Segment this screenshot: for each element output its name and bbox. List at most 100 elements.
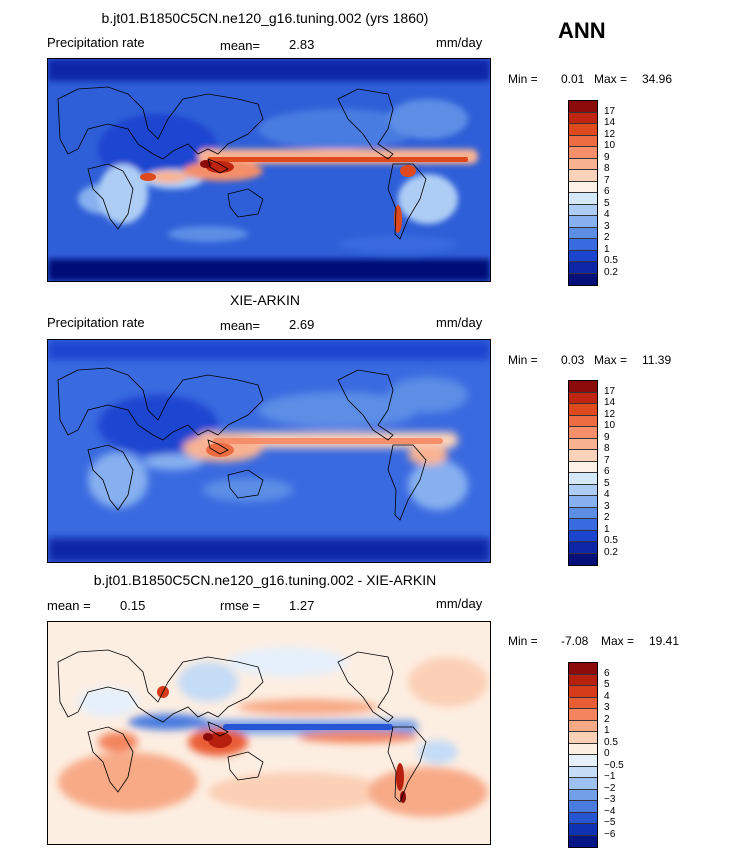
colorbar-level-label: 6 (604, 186, 610, 197)
colorbar-box (569, 262, 597, 274)
colorbar-box (569, 697, 597, 709)
colorbar-level-label: 3 (604, 702, 610, 713)
colorbar-box (569, 530, 597, 542)
colorbar-level-label: 14 (604, 117, 616, 128)
colorbar-box (569, 553, 597, 565)
colorbar-level-label: 2 (604, 713, 610, 725)
colorbar-level-label: −6 (604, 828, 616, 840)
panel-2-min-value: 0.03 (561, 353, 585, 367)
panel-3-mean-label: mean = (47, 598, 91, 613)
panel-2-map (47, 339, 491, 563)
colorbar-box (569, 778, 597, 790)
colorbar-level-label: 0.5 (604, 255, 618, 266)
colorbar-box (569, 686, 597, 698)
colorbar-box (569, 507, 597, 519)
colorbar-level-label: 7 (604, 174, 610, 186)
season-label: ANN (558, 18, 606, 43)
colorbar-box (569, 720, 597, 732)
panel-2-max-value: 11.39 (642, 353, 672, 367)
colorbar-level-label: 2 (604, 512, 610, 523)
colorbar-box (569, 766, 597, 778)
panel-2-units: mm/day (436, 315, 483, 330)
colorbar-box (569, 147, 597, 159)
colorbar-level-label: 12 (604, 128, 616, 140)
colorbar-level-label: 10 (604, 420, 616, 431)
colorbar-level-label: 7 (604, 454, 610, 466)
colorbar-box (569, 158, 597, 170)
colorbar-box (569, 415, 597, 427)
colorbar-box (569, 484, 597, 496)
panel-3-title: b.jt01.B1850C5CN.ne120_g16.tuning.002 - … (93, 572, 437, 588)
panel-1-max-value: 34.96 (642, 72, 673, 86)
colorbar-box (569, 250, 597, 262)
colorbar-level-label: 0.5 (604, 535, 618, 546)
colorbar-box (569, 204, 597, 216)
colorbar-box (569, 427, 597, 439)
colorbar-box (569, 216, 597, 228)
colorbar-box (569, 743, 597, 755)
colorbar-box (569, 542, 597, 554)
colorbar-level-label: −5 (604, 817, 616, 828)
panel-1-mean-label: mean= (220, 38, 261, 53)
panel-3-units: mm/day (436, 596, 483, 611)
colorbar-level-label: 4 (604, 489, 610, 500)
panel-1-variable-label: Precipitation rate (47, 35, 145, 50)
colorbar-level-label: 0.2 (604, 546, 618, 558)
panel-2-colorbar (568, 380, 598, 566)
colorbar-level-label: 3 (604, 500, 610, 512)
colorbar-level-label: 10 (604, 140, 616, 151)
colorbar-level-label: 1 (604, 243, 610, 255)
colorbar-level-label: 3 (604, 220, 610, 232)
colorbar-box (569, 381, 597, 393)
colorbar-box (569, 709, 597, 721)
colorbar-level-label: 5 (604, 679, 610, 690)
colorbar-level-label: −1 (604, 771, 616, 782)
colorbar-level-label: −4 (604, 805, 616, 817)
colorbar-level-label: 12 (604, 408, 616, 420)
colorbar-level-label: 5 (604, 197, 610, 209)
panel-3-min-value: -7.08 (561, 634, 589, 648)
panel-2-variable-label: Precipitation rate (47, 315, 145, 330)
colorbar-box (569, 789, 597, 801)
colorbar-level-label: 0.2 (604, 266, 618, 278)
panel-3-max-label: Max = (601, 634, 635, 648)
colorbar-box (569, 674, 597, 686)
colorbar-level-label: −0.5 (604, 759, 624, 771)
panel-3-coastlines (57, 649, 427, 803)
colorbar-level-label: −2 (604, 782, 616, 794)
colorbar-box (569, 170, 597, 182)
panel-3-rmse-label: rmse = (220, 598, 261, 613)
panel-3-mean-value: 0.15 (120, 598, 146, 613)
panel-2-title: XIE-ARKIN (229, 292, 300, 308)
colorbar-box (569, 496, 597, 508)
colorbar-box (569, 124, 597, 136)
colorbar-box (569, 663, 597, 675)
colorbar-box (569, 450, 597, 462)
panel-1-min-value: 0.01 (561, 72, 585, 86)
panel-2-max-label: Max = (594, 353, 628, 367)
panel-1-map (47, 58, 491, 282)
colorbar-level-label: 1 (604, 725, 610, 736)
panel-2-min-label: Min = (508, 353, 538, 367)
colorbar-box (569, 193, 597, 205)
colorbar-box (569, 112, 597, 124)
colorbar-level-label: 17 (604, 385, 616, 397)
colorbar-box (569, 732, 597, 744)
colorbar-box (569, 101, 597, 113)
colorbar-box (569, 239, 597, 251)
colorbar-box (569, 273, 597, 285)
colorbar-box (569, 755, 597, 767)
colorbar-box (569, 812, 597, 824)
colorbar-box (569, 461, 597, 473)
panel-1-min-label: Min = (508, 72, 538, 86)
panel-3-max-value: 19.41 (649, 634, 680, 648)
panel-1-mean-value: 2.83 (289, 37, 315, 52)
colorbar-box (569, 519, 597, 531)
colorbar-box (569, 801, 597, 813)
colorbar-level-label: 1 (604, 523, 610, 535)
panel-1-units: mm/day (436, 35, 483, 50)
panel-1-max-label: Max = (594, 72, 628, 86)
panel-3-rmse-value: 1.27 (289, 598, 315, 613)
colorbar-box (569, 135, 597, 147)
colorbar-level-label: 2 (604, 232, 610, 243)
